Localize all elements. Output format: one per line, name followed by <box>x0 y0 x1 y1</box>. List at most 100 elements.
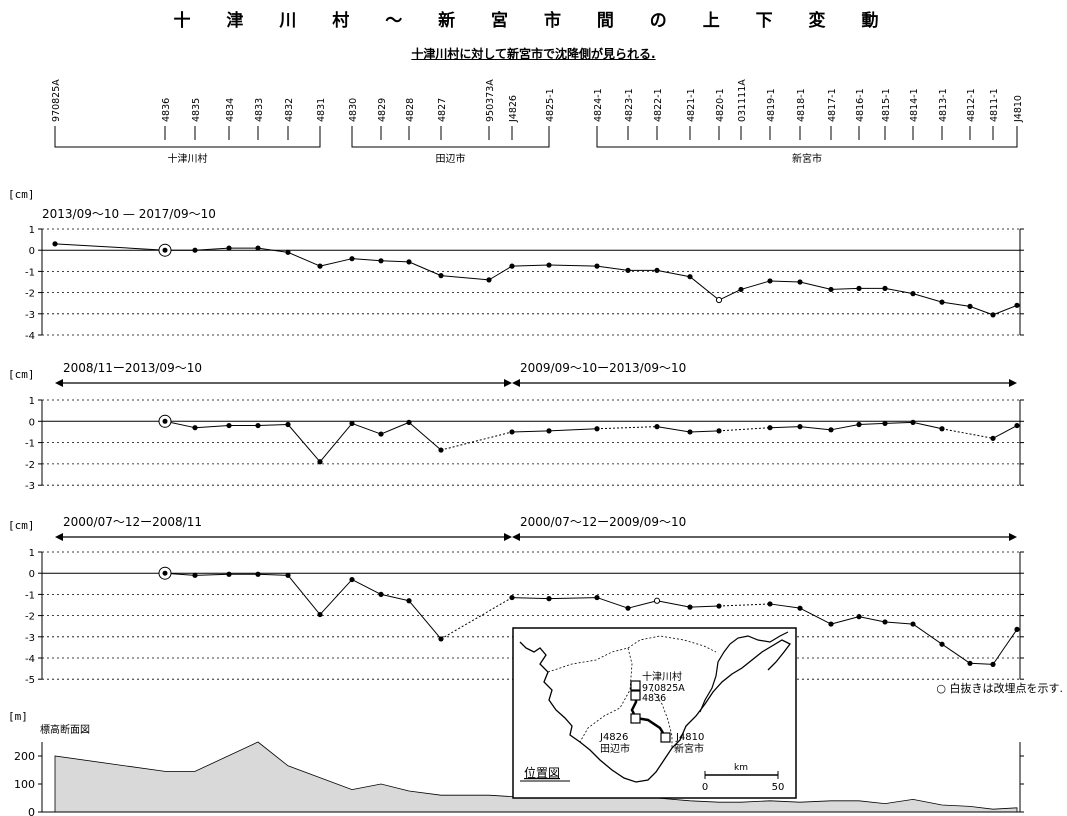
panel-1-unit: [cm] <box>8 368 35 381</box>
station-label-4812-1: 4812-1 <box>966 88 977 122</box>
station-label-J4826: J4826 <box>508 95 519 123</box>
prefecture-boundary <box>547 635 717 673</box>
panel-0-point-4836 <box>162 247 168 253</box>
station-label-4830: 4830 <box>348 98 359 122</box>
station-marker-970825A <box>630 680 641 691</box>
panel-0-point-4814-1 <box>910 291 916 297</box>
station-label-4836: 4836 <box>161 98 172 122</box>
location-map: 十津川村 970825A 4836 J4826 田辺市 J4810 新宮市 位置… <box>512 627 797 799</box>
panel-2-segment-4812-1-4811-1 <box>969 662 994 665</box>
map-title: 位置図 <box>524 765 560 780</box>
elevation-profile: [m] 標高断面図 200 100 0 <box>8 710 1024 816</box>
panel-0-ytick-label--4: -4 <box>25 331 35 342</box>
panel-1-point-J4810 <box>1014 422 1020 429</box>
panel-1-segment-4822-1-4821-1 <box>656 426 691 433</box>
panel-1-point-4818-1 <box>797 424 803 430</box>
station-label-4814-1: 4814-1 <box>909 88 920 122</box>
station-label-4833: 4833 <box>254 98 265 122</box>
panel-1-segment-4820-1-4819-1 <box>718 427 771 432</box>
panel-1-segment-4811-1-J4810 <box>992 425 1018 439</box>
panel-2-point-4824-1 <box>594 594 600 601</box>
panel-2-ytick-label-1: 1 <box>29 548 35 559</box>
panel-2-period-gap <box>440 597 513 640</box>
panel-2-ytick-label--5: -5 <box>25 675 35 686</box>
station-marker-J4826 <box>630 713 641 724</box>
panel-1-point-4831 <box>317 459 323 465</box>
panel-2-segment-4811-1-J4810 <box>992 629 1018 665</box>
panel-1-segment-4835-4834 <box>194 425 230 429</box>
panel-0-point-4834 <box>226 245 232 251</box>
panel-1-segment-4816-1-4815-1 <box>858 422 886 425</box>
panel-0-point-4816-1 <box>856 285 862 291</box>
panel-0-point-4819-1 <box>767 278 773 284</box>
panel-1-period-1-arrowhead-right <box>1009 379 1017 387</box>
panel-2-segment-4817-1-4816-1 <box>830 616 860 625</box>
panel-2-unit: [cm] <box>8 519 35 532</box>
panel-0-point-J4810 <box>1014 302 1020 308</box>
panel-2-segment-4818-1-4817-1 <box>799 607 832 625</box>
panel-1-period-0-arrowhead-left <box>55 379 63 387</box>
panel-2-segment-4821-1-4820-1 <box>689 605 720 608</box>
panel-2-ytick-label--4: -4 <box>25 654 35 665</box>
map-label-village: 十津川村 <box>642 670 682 683</box>
panel-1-segment-4813-1-4811-1 <box>941 428 994 439</box>
panel-2-point-4817-1 <box>828 621 834 627</box>
panel-2-point-4812-1 <box>967 660 973 666</box>
panel-0-point-4815-1 <box>882 285 888 291</box>
station-label-4820-1: 4820-1 <box>715 88 726 122</box>
panel-1-segment-4828-4827 <box>408 421 442 451</box>
panel-1-segment-4817-1-4816-1 <box>830 424 860 431</box>
panel-2-period-0-arrowhead-left <box>55 533 63 541</box>
page-subtitle: 十津川村に対して新宮市で沈降側が見られる. <box>411 47 656 61</box>
panel-2-period-1-arrowhead-left <box>512 533 520 541</box>
panel-0-segment-J4826-4825-1 <box>511 264 550 267</box>
panel-1-point-4822-1 <box>654 424 660 430</box>
panel-1-segment-4825-1-4824-1 <box>548 428 598 432</box>
station-label-4832: 4832 <box>284 98 295 122</box>
panel-2-point-4827 <box>438 636 444 642</box>
panel-1-segment-4831-4830 <box>319 423 353 463</box>
panel-2: [cm] 1 0 -1 -2 -3 -4 -5 2000/07〜12ー2008/11 2000/0… <box>8 515 1024 686</box>
panel-2-point-4815-1 <box>882 619 888 625</box>
panel-1-point-4824-1 <box>594 426 600 432</box>
panel-1-segment-4832-4831 <box>287 424 321 463</box>
panel-2-point-4834 <box>226 571 232 577</box>
panel-0-point-4812-1 <box>967 303 973 309</box>
panel-0-point-4835 <box>192 247 198 253</box>
panel-2-segment-J4826-4825-1 <box>511 597 550 600</box>
station-label-4817-1: 4817-1 <box>827 88 838 122</box>
legend-note: ○ 白抜きは改埋点を示す. <box>936 681 1063 695</box>
panel-0-segment-4828-4827 <box>408 261 442 277</box>
panel-0-point-4821-1 <box>687 274 693 280</box>
coastline-upper <box>699 631 789 713</box>
group-label-1: 田辺市 <box>436 152 466 165</box>
station-group-brackets: 十津川村 田辺市 新宮市 <box>54 140 1018 165</box>
elevation-unit: [m] <box>8 710 28 723</box>
panel-0-point-4823-1 <box>625 267 631 273</box>
municipal-boundary <box>579 647 633 743</box>
panel-0-point-970825A <box>52 241 58 247</box>
panel-0-segment-4817-1-4816-1 <box>830 287 860 290</box>
panel-0-point-4827 <box>438 273 444 279</box>
station-label-970825A: 970825A <box>51 79 62 122</box>
panel-0-segment-4822-1-4821-1 <box>656 269 691 278</box>
panel-2-point-J4810 <box>1014 626 1020 632</box>
group-label-2: 新宮市 <box>792 152 822 165</box>
elevation-ytick-label-100: 100 <box>14 778 35 791</box>
panel-1-point-4819-1 <box>767 425 773 431</box>
panel-2-period-1-arrowhead-right <box>1009 533 1017 541</box>
panel-0-point-4818-1 <box>797 279 803 285</box>
panel-0-unit: [cm] <box>8 188 35 201</box>
panel-2-segment-4831-4830 <box>319 579 353 615</box>
panel-0-point-4829 <box>378 258 384 264</box>
panel-0-ytick-label-0: 0 <box>29 246 35 257</box>
panel-1-segment-4821-1-4820-1 <box>689 430 720 433</box>
panel-1-period-1-label: 2009/09〜10ー2013/09〜10 <box>520 361 686 375</box>
panel-2-point-4833 <box>255 571 261 577</box>
panel-1-point-4825-1 <box>546 428 552 434</box>
panel-0-segment-970825A-4836 <box>54 243 166 251</box>
panel-2-segment-4819-1-4818-1 <box>769 603 801 609</box>
panel-2-point-4822-1 <box>653 597 661 604</box>
panel-2-segment-4822-1-4821-1 <box>656 600 691 608</box>
